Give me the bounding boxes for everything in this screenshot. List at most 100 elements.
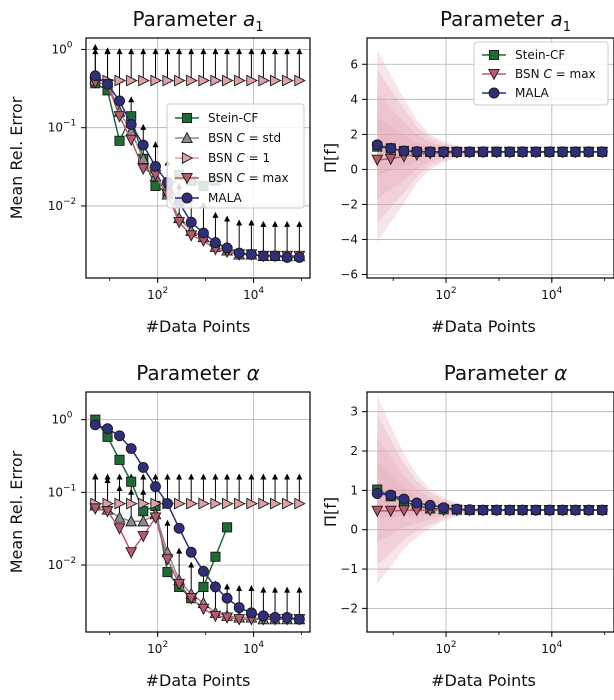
panel-error-alpha: 102 104 10−2 10−1 100 Parameter α #Data Points… [7,361,311,690]
arrow-bsn_one [296,48,303,81]
x-tick-label: 104 [243,286,264,302]
data-point-bsn_max [101,506,114,518]
data-point-mala [517,504,529,516]
arrow-bsn_one [164,48,171,81]
data-point-bsn_one [126,74,138,87]
data-point-bsn_one [126,497,138,510]
data-point-bsn_one [114,497,126,510]
arrow-bsn_one [104,473,111,504]
data-point-bsn_one [269,497,282,510]
data-point-mala [197,565,209,577]
data-point-mala [530,504,542,516]
uncertainty-band-3 [377,50,603,243]
data-point-mala [557,504,569,516]
data-point-mala [293,251,305,263]
data-point-mala [451,146,463,158]
data-point-mala [385,489,397,501]
data-point-bsn_std [113,511,126,523]
data-point-bsn_one [174,74,186,87]
data-point-bsn_max [197,603,210,616]
data-point-mala [411,497,423,509]
y-tick-label: 10−2 [48,197,77,213]
data-point-bsn_max [398,505,410,517]
data-point-mala [125,443,137,455]
legend-box [166,103,305,209]
arrow-bsn_one [212,473,219,504]
data-point-bsn_max [113,523,126,535]
series-line-mala [95,424,300,620]
data-point-bsn_max [233,614,246,626]
uncertainty-band-2 [377,69,603,224]
legend-entry-stein: Stein-CF [482,48,565,62]
plot-area [371,50,609,243]
data-point-mala [398,493,410,505]
legend-marker-mala [181,192,193,204]
data-point-bsn_one [282,74,294,87]
arrow-bsn_one [284,473,291,504]
data-point-bsn_std [137,514,150,527]
x-tick-label: 104 [541,286,562,302]
legend-label-bsn_max: BSN C = max [208,171,289,185]
data-point-mala [438,502,450,514]
y-tick-label: 10−2 [48,556,77,572]
data-point-mala [245,248,257,260]
data-point-mala [137,139,149,151]
legend-label-stein: Stein-CF [515,48,565,62]
x-tick-label: 102 [436,640,457,656]
panel-estimate-alpha: 102 104 −2 −1 0 1 2 3 Parameter α #Data Points Π[f… [321,361,614,690]
data-point-bsn_one [234,497,246,510]
arrow-bsn_one [116,48,123,81]
data-point-bsn_one [222,74,234,87]
axes-frame [366,37,614,279]
data-point-mala [197,227,209,239]
x-axis-label: #Data Points [431,671,536,690]
data-point-mala [233,602,245,614]
data-point-mala [530,146,542,158]
arrow-bsn_one [176,473,183,504]
y-tick-label: 4 [350,92,358,106]
legend: Stein-CF BSN C = max MALA [473,41,609,106]
data-point-mala [269,612,281,623]
data-point-bsn_max [384,505,397,518]
data-point-mala [371,139,383,151]
legend-marker-mala [488,87,500,99]
data-point-bsn_max [173,578,186,591]
data-point-mala [464,504,476,516]
data-point-stein [114,454,125,465]
data-point-mala [150,160,161,172]
axes-frame [366,391,614,633]
data-point-mala [517,146,529,158]
data-point-bsn_max [185,230,198,242]
data-point-bsn_max [371,154,384,167]
x-tick-label: 104 [541,640,562,656]
arrow-bsn_one [272,473,279,504]
data-point-stein [198,581,209,592]
data-point-mala [89,419,101,431]
arrow-bsn_one [224,473,231,504]
uncertainty-band-1 [377,437,603,542]
data-point-mala [209,237,221,249]
data-point-mala [221,242,233,254]
y-tick-label: −6 [340,267,358,281]
y-axis-label: Mean Rel. Error [7,96,26,219]
data-point-bsn_one [282,497,294,510]
data-point-bsn_one [150,497,162,510]
arrow-bsn_one [92,473,99,504]
data-point-mala [424,499,436,511]
data-point-mala [504,504,516,516]
data-point-bsn_one [138,74,150,87]
data-point-bsn_max [209,610,222,623]
y-tick-label: 100 [51,411,72,427]
data-point-bsn_one [150,74,162,87]
data-point-bsn_max [371,505,384,518]
data-point-bsn_max [89,503,102,515]
plot-area [89,414,306,626]
data-point-mala [269,250,281,262]
data-point-mala [438,146,450,158]
data-point-mala [137,462,149,473]
legend-marker-bsn_max [181,172,193,185]
arrow-bsn_one [284,48,291,81]
uncertainty-band-3 [377,395,603,584]
arrow-bsn_one [260,48,267,81]
